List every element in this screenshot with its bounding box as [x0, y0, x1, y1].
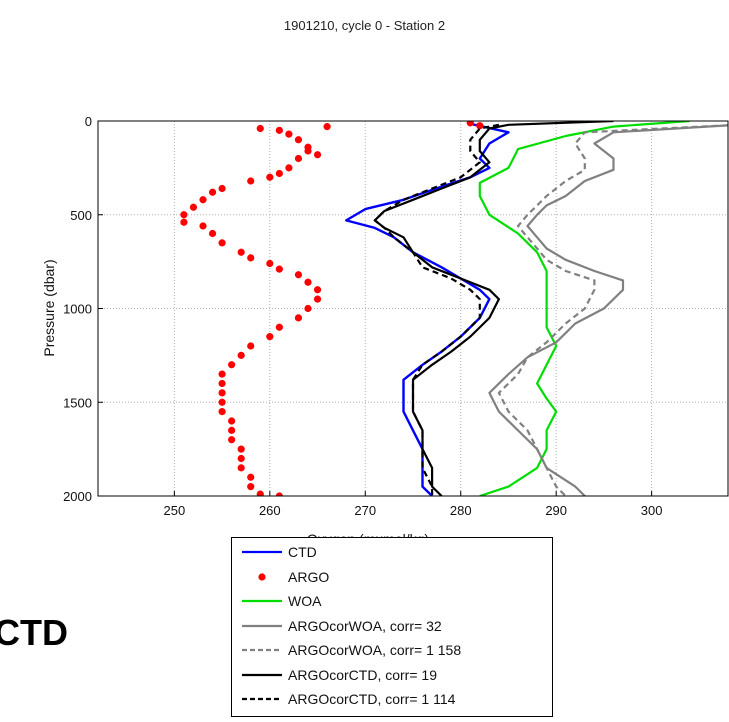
legend-label: ARGOcorCTD, corr= 19 — [288, 666, 437, 683]
argo-point — [208, 229, 217, 238]
x-tick-label: 250 — [164, 503, 186, 518]
argo-point — [304, 278, 312, 286]
argo-point — [304, 304, 312, 313]
legend-label: ARGO — [288, 568, 330, 585]
series-layer — [180, 121, 728, 496]
argo-point — [218, 389, 226, 397]
argo-point — [218, 408, 226, 416]
y-tick-label: 500 — [70, 208, 92, 223]
argo-point — [285, 164, 293, 172]
x-tick-label: 270 — [354, 503, 376, 518]
argo-point — [218, 184, 226, 193]
argo-point — [466, 121, 474, 127]
legend-item: ARGOcorWOA, corr= 1 158 — [232, 640, 552, 660]
legend-swatch — [242, 624, 282, 627]
side-label: CTD — [0, 612, 68, 653]
argo-point — [313, 286, 322, 294]
y-tick-label: 0 — [85, 114, 92, 129]
argo-point — [266, 173, 274, 181]
y-tick-label: 1000 — [63, 302, 92, 317]
argo-point — [189, 203, 198, 211]
argo-point — [275, 169, 283, 178]
argo-point — [256, 490, 264, 496]
argo-point — [294, 271, 303, 279]
legend-label: CTD — [288, 544, 317, 560]
chart-title: 1901210, cycle 0 - Station 2 — [283, 18, 446, 33]
argo-point — [247, 177, 255, 185]
argo-point — [237, 445, 245, 453]
chart-legend: CTD ARGO WOA ARGOcorWOA, corr= 32 ARGOcorWOA… — [231, 537, 553, 717]
legend-item: ARGO — [232, 567, 552, 587]
argo-point — [247, 342, 255, 350]
legend-item: ARGOcorWOA, corr= 32 — [232, 616, 552, 636]
legend-swatch — [242, 697, 282, 701]
legend-label: WOA — [288, 593, 322, 609]
y-tick-label: 2000 — [63, 489, 92, 504]
argo-point — [247, 483, 255, 491]
argo-point — [266, 259, 274, 268]
argo-point — [208, 188, 217, 196]
x-tick-label: 280 — [450, 503, 472, 518]
legend-item: ARGOcorCTD, corr= 1 114 — [232, 689, 552, 709]
argo-point — [237, 351, 245, 359]
argo-point — [476, 122, 484, 130]
argo-point — [275, 265, 283, 273]
argo-point — [237, 248, 245, 256]
argo-point — [228, 417, 236, 425]
argo-point — [275, 323, 283, 331]
argo-point — [266, 333, 274, 341]
argo-point — [313, 151, 322, 159]
y-tick-label: 1500 — [63, 395, 92, 410]
argo-point — [180, 211, 188, 219]
argo-point — [228, 426, 236, 434]
argo-point — [275, 492, 283, 496]
argo-point — [228, 436, 236, 444]
y-axis-label: Pressure (dbar) — [41, 259, 57, 356]
legend-label: ARGOcorWOA, corr= 1 158 — [288, 642, 462, 658]
argo-point — [304, 147, 312, 155]
legend-swatch — [242, 673, 282, 676]
argo-point — [180, 218, 188, 226]
argo-point — [313, 295, 322, 303]
argo-point — [323, 123, 331, 131]
axis-ticks: 250 260 270 280 290 300 0 500 1000 1500 2000 — [63, 114, 662, 518]
series-3-line — [488, 124, 728, 496]
legend-swatch — [242, 550, 282, 554]
argo-point — [285, 130, 293, 138]
argo-point — [228, 361, 236, 369]
legend-swatch — [242, 648, 282, 652]
argo-point — [218, 370, 226, 378]
argo-point — [294, 154, 303, 163]
argo-point — [199, 196, 207, 204]
legend-item: WOA — [232, 591, 552, 611]
argo-point — [275, 126, 283, 134]
legend-swatch — [242, 599, 282, 603]
argo-point — [218, 398, 226, 406]
argo-point — [237, 464, 245, 472]
argo-point — [294, 136, 303, 144]
series-6-line — [373, 123, 500, 496]
argo-point — [256, 124, 264, 133]
argo-point — [218, 239, 226, 247]
x-tick-label: 260 — [259, 503, 281, 518]
x-tick-label: 290 — [545, 503, 567, 518]
argo-point — [218, 379, 226, 388]
legend-item: CTD — [232, 542, 552, 562]
legend-swatch — [258, 572, 266, 581]
argo-point — [199, 222, 207, 230]
x-tick-label: 300 — [641, 503, 663, 518]
legend-marker — [258, 572, 266, 581]
argo-point — [237, 454, 245, 463]
legend-item: ARGOcorCTD, corr= 19 — [232, 665, 552, 685]
argo-point — [247, 473, 255, 481]
legend-label: ARGOcorCTD, corr= 1 114 — [288, 691, 456, 707]
series-2-line — [478, 121, 690, 496]
legend-label: ARGOcorWOA, corr= 32 — [288, 617, 442, 634]
argo-point — [294, 314, 303, 322]
argo-point — [247, 254, 255, 262]
